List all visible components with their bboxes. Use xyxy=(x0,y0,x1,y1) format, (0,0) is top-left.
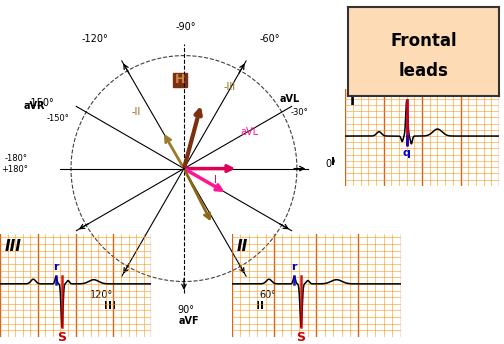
Text: H: H xyxy=(175,73,185,86)
Text: aVL: aVL xyxy=(280,94,300,104)
Text: -150°: -150° xyxy=(46,114,69,123)
Text: I: I xyxy=(214,175,217,185)
Text: 90°: 90° xyxy=(178,305,195,315)
Text: III: III xyxy=(5,239,21,254)
Text: I: I xyxy=(331,157,335,167)
Text: aVL: aVL xyxy=(240,127,259,137)
Text: aVF: aVF xyxy=(178,316,199,326)
Text: II: II xyxy=(237,239,248,254)
Text: r: r xyxy=(53,262,58,272)
Text: -150°: -150° xyxy=(27,98,54,108)
Bar xyxy=(173,73,187,87)
Text: -II: -II xyxy=(132,107,141,117)
Text: -III: -III xyxy=(223,82,236,92)
Text: 60°: 60° xyxy=(260,290,277,300)
Text: q: q xyxy=(403,149,411,159)
Text: 0°: 0° xyxy=(325,159,336,169)
Text: Frontal: Frontal xyxy=(390,32,457,50)
Text: I: I xyxy=(350,94,355,108)
Text: II: II xyxy=(256,301,264,311)
Text: aVR: aVR xyxy=(24,101,45,111)
Text: S: S xyxy=(57,331,67,344)
Text: R: R xyxy=(402,84,412,96)
Text: -60°: -60° xyxy=(260,34,280,44)
Text: 120°: 120° xyxy=(90,290,113,300)
Text: -30°: -30° xyxy=(290,108,308,117)
Text: -120°: -120° xyxy=(82,34,108,44)
Text: S: S xyxy=(296,331,305,344)
Text: -90°: -90° xyxy=(176,22,197,32)
Text: r: r xyxy=(291,262,297,272)
Text: leads: leads xyxy=(399,62,448,80)
Text: III: III xyxy=(104,301,116,311)
Text: -180°
+180°: -180° +180° xyxy=(1,154,28,174)
